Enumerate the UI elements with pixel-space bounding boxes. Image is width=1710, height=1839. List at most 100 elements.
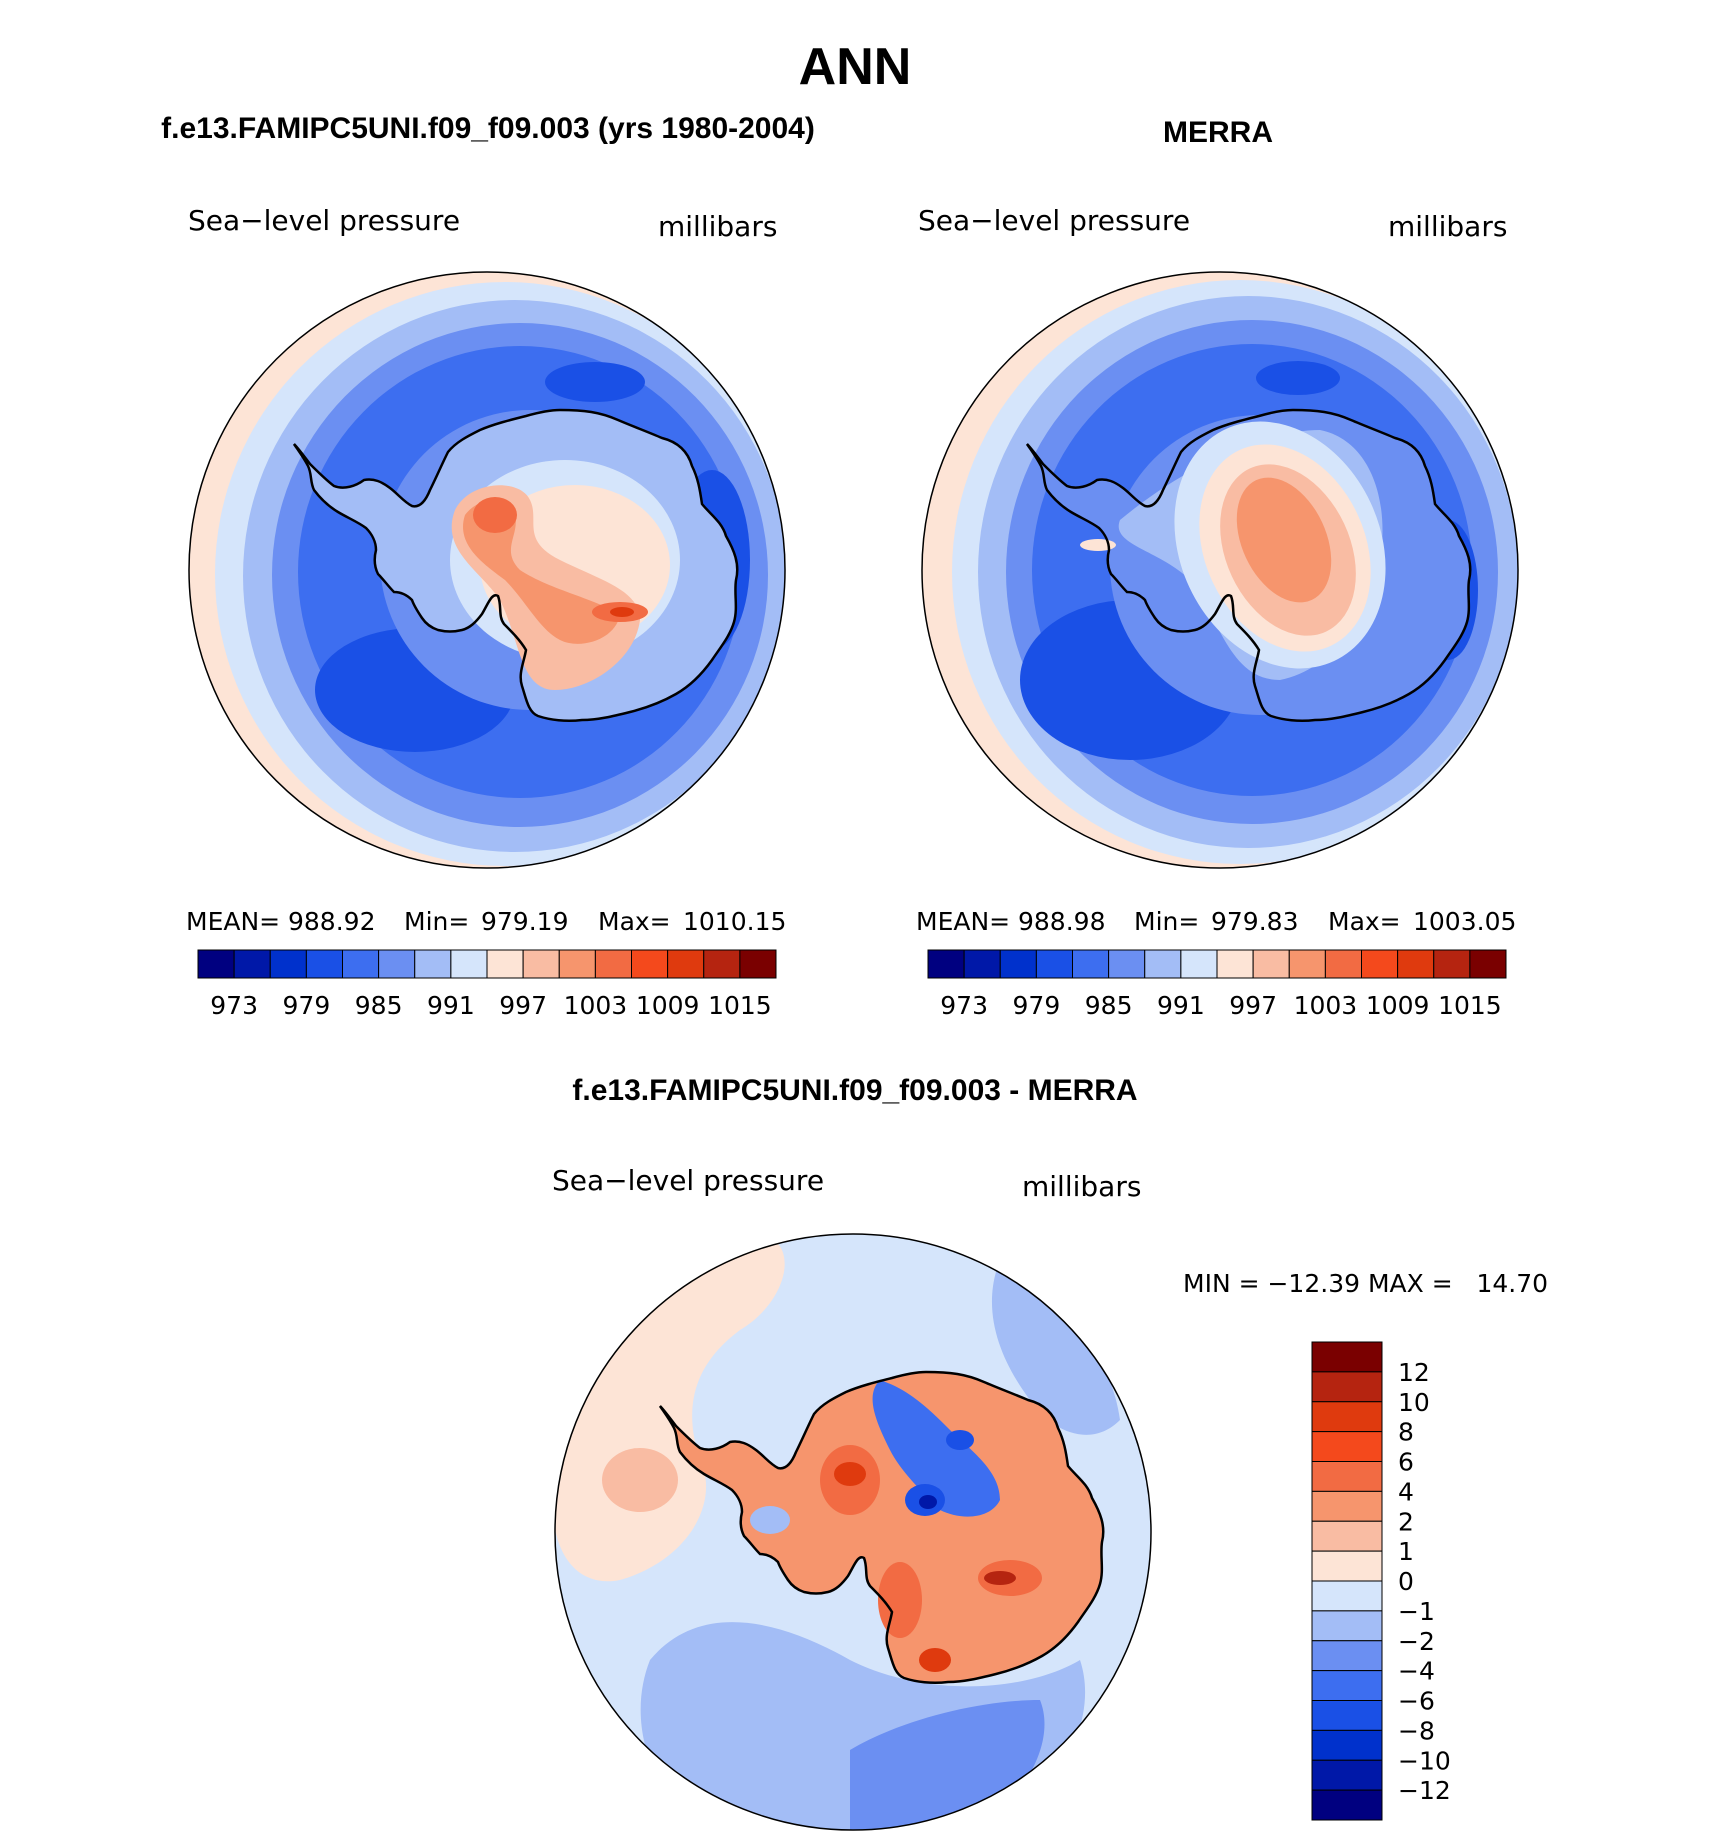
panel-merra-left-label: Sea−level pressure bbox=[918, 204, 1190, 237]
colorbar-tick-label: −2 bbox=[1398, 1627, 1435, 1656]
colorbar-swatch bbox=[1035, 949, 1073, 979]
colorbar-tick-label: 6 bbox=[1398, 1448, 1414, 1477]
panel-merra-colorbar bbox=[927, 949, 1507, 979]
colorbar-swatch bbox=[1311, 1490, 1383, 1522]
colorbar-tick-label: 8 bbox=[1398, 1418, 1414, 1447]
panel-difference-left-label: Sea−level pressure bbox=[552, 1164, 824, 1197]
field-low-3 bbox=[1256, 361, 1340, 395]
colorbar-swatch bbox=[1311, 1670, 1383, 1701]
colorbar-swatch bbox=[1311, 1341, 1383, 1373]
stat-max-label: Max= bbox=[598, 907, 671, 936]
colorbar-tick-label: 985 bbox=[355, 991, 403, 1020]
colorbar-tick-label: −8 bbox=[1398, 1716, 1435, 1745]
colorbar-tick-label: 0 bbox=[1398, 1567, 1414, 1596]
colorbar-swatch bbox=[1144, 949, 1182, 979]
field-pos-ocean-spot bbox=[602, 1448, 678, 1512]
panel-model-units: millibars bbox=[658, 210, 777, 243]
colorbar-swatch bbox=[1311, 1520, 1383, 1552]
colorbar-tick-label: −4 bbox=[1398, 1657, 1435, 1686]
panel-model-colorbar bbox=[197, 949, 777, 979]
stat-min: 979.19 bbox=[481, 907, 568, 936]
colorbar-swatch bbox=[1311, 1371, 1383, 1403]
colorbar-tick-label: 1009 bbox=[1366, 991, 1430, 1020]
panel-merra: MERRA Sea−level pressure millibars bbox=[916, 116, 1519, 1020]
colorbar-tick-label: 10 bbox=[1398, 1388, 1430, 1417]
colorbar-swatch bbox=[1252, 949, 1290, 979]
colorbar-swatch bbox=[1072, 949, 1110, 979]
colorbar-tick-label: 973 bbox=[940, 991, 988, 1020]
panel-model-title: f.e13.FAMIPC5UNI.f09_f09.003 (yrs 1980-2… bbox=[161, 112, 815, 145]
field-land-neg-5 bbox=[750, 1506, 790, 1534]
stat-min-label: Min= bbox=[404, 907, 469, 936]
stat-mean-label: MEAN= bbox=[916, 907, 1010, 936]
colorbar-tick-label: 973 bbox=[210, 991, 258, 1020]
field-high-3 bbox=[463, 500, 620, 644]
colorbar-tick-label: 2 bbox=[1398, 1507, 1414, 1536]
colorbar-swatch bbox=[1180, 949, 1218, 979]
stat-min-label: Min= bbox=[1134, 907, 1199, 936]
colorbar-swatch bbox=[1311, 1789, 1383, 1821]
colorbar-swatch bbox=[1433, 949, 1471, 979]
colorbar-swatch bbox=[1311, 1610, 1383, 1642]
figure-title: ANN bbox=[799, 38, 912, 96]
panel-difference-title: f.e13.FAMIPC5UNI.f09_f09.003 - MERRA bbox=[572, 1074, 1137, 1107]
field-land-pos-4c bbox=[984, 1571, 1016, 1585]
stat-max: 1010.15 bbox=[683, 907, 786, 936]
stat-mean: 988.98 bbox=[1018, 907, 1105, 936]
colorbar-swatch bbox=[1469, 949, 1507, 979]
field-high-3 bbox=[1236, 477, 1332, 603]
panel-model: f.e13.FAMIPC5UNI.f09_f09.003 (yrs 1980-2… bbox=[161, 112, 815, 1020]
colorbar-tick-label: −12 bbox=[1398, 1776, 1451, 1805]
colorbar-tick-label: −10 bbox=[1398, 1746, 1451, 1775]
colorbar-tick-label: 997 bbox=[1229, 991, 1277, 1020]
colorbar-swatch bbox=[1311, 1729, 1383, 1761]
colorbar-swatch bbox=[667, 949, 705, 979]
field-peninsula-high bbox=[1080, 539, 1116, 551]
colorbar-swatch bbox=[342, 949, 380, 979]
panel-difference-map bbox=[555, 1234, 1151, 1830]
colorbar-swatch bbox=[1397, 949, 1435, 979]
panel-merra-units: millibars bbox=[1388, 210, 1507, 243]
colorbar-swatch bbox=[197, 949, 235, 979]
colorbar-swatch bbox=[739, 949, 777, 979]
panel-model-map bbox=[189, 272, 785, 868]
field-high-4a bbox=[473, 497, 517, 533]
colorbar-swatch bbox=[450, 949, 488, 979]
colorbar-swatch bbox=[1311, 1401, 1383, 1433]
panel-model-colorbar-ticks: 973 979 985 991 997 1003 1009 1015 bbox=[210, 991, 771, 1020]
colorbar-tick-label: 1009 bbox=[636, 991, 700, 1020]
colorbar-tick-label: 1003 bbox=[564, 991, 628, 1020]
panel-merra-colorbar-ticks: 973 979 985 991 997 1003 1009 1015 bbox=[940, 991, 1501, 1020]
stat-min: 979.83 bbox=[1211, 907, 1298, 936]
colorbar-swatch bbox=[486, 949, 524, 979]
colorbar-swatch bbox=[631, 949, 669, 979]
colorbar-tick-label: 979 bbox=[283, 991, 331, 1020]
field-land-neg-4 bbox=[946, 1430, 974, 1450]
field-max-spot bbox=[610, 607, 634, 617]
colorbar-tick-label: 12 bbox=[1398, 1358, 1430, 1387]
colorbar-swatch bbox=[1361, 949, 1399, 979]
colorbar-tick-label: −1 bbox=[1398, 1597, 1435, 1626]
colorbar-swatch bbox=[558, 949, 596, 979]
colorbar-swatch bbox=[1311, 1580, 1383, 1612]
stat-mean: 988.92 bbox=[288, 907, 375, 936]
colorbar-tick-label: 991 bbox=[427, 991, 475, 1020]
colorbar-tick-label: 1003 bbox=[1294, 991, 1358, 1020]
colorbar-swatch bbox=[1216, 949, 1254, 979]
panel-difference-range: MIN = −12.39 MAX = 14.70 bbox=[1183, 1269, 1548, 1298]
panel-model-stats: MEAN= 988.92 Min= 979.19 Max= 1010.15 bbox=[186, 907, 786, 936]
field-land-pos-3b bbox=[919, 1648, 951, 1672]
panel-model-border bbox=[188, 271, 786, 869]
colorbar-swatch bbox=[1311, 1431, 1383, 1462]
colorbar-swatch bbox=[1288, 949, 1326, 979]
field-land-neg bbox=[872, 1380, 1000, 1517]
colorbar-tick-label: 1015 bbox=[708, 991, 772, 1020]
field-land-pos-2b bbox=[878, 1562, 922, 1638]
colorbar-swatch bbox=[522, 949, 560, 979]
colorbar-swatch bbox=[1311, 1700, 1383, 1731]
panel-difference-border bbox=[554, 1233, 1152, 1831]
colorbar-swatch bbox=[999, 949, 1037, 979]
colorbar-tick-label: 997 bbox=[499, 991, 547, 1020]
